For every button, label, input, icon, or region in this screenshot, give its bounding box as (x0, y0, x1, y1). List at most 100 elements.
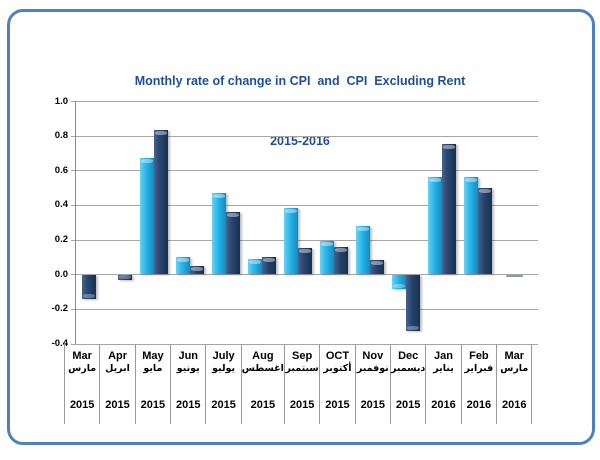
bar-cpi-excluding-rent (442, 144, 457, 275)
month-label-en: OCT (325, 349, 350, 362)
gridline (75, 135, 538, 137)
bar-cpi (320, 241, 335, 275)
y-tick-label: 0.0 (54, 268, 68, 280)
bar-cpi (140, 158, 155, 275)
month-label-ar: أكتوبر (323, 362, 352, 374)
year-label: 2016 (502, 399, 527, 411)
x-category-cell: Mar مارس 2015 (64, 343, 99, 424)
month-label-en: July (212, 349, 235, 362)
month-label-ar: مارس (500, 362, 529, 374)
x-category-cell: July يوليو 2015 (205, 343, 240, 424)
gridline (75, 204, 538, 206)
y-axis-tick (71, 274, 75, 276)
month-label-en: Jun (178, 349, 199, 362)
y-axis-line (75, 101, 76, 344)
y-tick-label: -0.2 (51, 303, 68, 315)
bar-cpi (248, 258, 263, 275)
x-category-cell: Sep سبتمبر 2015 (283, 343, 319, 424)
year-label: 2015 (69, 399, 95, 411)
y-axis-tick (71, 204, 75, 206)
gridline (75, 274, 538, 276)
bar-cpi-excluding-rent (406, 275, 421, 331)
gridline (75, 170, 538, 172)
bar-cpi (464, 177, 479, 275)
bar-cpi-excluding-rent (82, 275, 97, 300)
chart-title-line2: 2015-2016 (270, 134, 330, 148)
month-label-ar: سبتمبر (285, 362, 319, 374)
year-label: 2015 (289, 399, 315, 411)
x-category-cell: OCT أكتوبر 2015 (319, 343, 354, 424)
x-category-cell: Dec ديسمبر 2015 (389, 343, 426, 424)
bar-cpi (284, 208, 299, 275)
x-axis-table: Mar مارس 2015 Apr ابريل 2015 May مايو 2015 Jun يون… (64, 343, 533, 424)
x-category-cell: Jun يونيو 2015 (170, 343, 205, 424)
year-label: 2015 (176, 399, 201, 411)
rounded-border-frame (7, 9, 595, 445)
month-label-ar: ديسمبر (391, 362, 426, 374)
y-tick-label: 0.6 (54, 164, 68, 176)
y-tick-label: 0.4 (54, 199, 68, 211)
chart-title-line1: Monthly rate of change in CPI and CPI Ex… (134, 74, 466, 88)
bar-cpi (356, 225, 371, 275)
y-axis-tick (71, 170, 75, 172)
bar-cpi-excluding-rent (298, 248, 313, 275)
bar-cpi-excluding-rent (262, 256, 277, 275)
year-label: 2015 (395, 399, 421, 411)
gridline (75, 239, 538, 241)
y-axis-tick (71, 135, 75, 137)
month-label-ar: مايو (143, 362, 163, 374)
month-label-ar: ابريل (105, 362, 130, 374)
year-label: 2015 (325, 399, 350, 411)
month-label-ar: مارس (68, 362, 97, 374)
month-label-en: Dec (398, 349, 419, 362)
month-label-en: Mar (504, 349, 525, 362)
y-axis-tick (71, 101, 75, 102)
bar-cpi-excluding-rent (154, 130, 169, 275)
y-tick-label: 1.0 (54, 95, 68, 107)
month-label-en: Aug (252, 349, 274, 362)
year-label: 2016 (466, 399, 492, 411)
y-tick-label: 0.8 (54, 130, 68, 142)
month-label-en: Sep (291, 349, 313, 362)
gridline (75, 343, 538, 345)
month-label-ar: يناير (433, 362, 454, 374)
gridline (75, 308, 538, 310)
year-label: 2015 (105, 399, 130, 411)
bar-cpi (392, 275, 407, 290)
x-category-cell: Apr ابريل 2015 (99, 343, 134, 424)
month-label-en: Apr (108, 349, 128, 362)
month-label-en: Feb (469, 349, 489, 362)
bar-cpi (176, 256, 191, 275)
y-axis-tick (71, 343, 75, 345)
y-axis-tick (71, 239, 75, 241)
bar-cpi-excluding-rent (370, 260, 385, 275)
year-label: 2015 (140, 399, 166, 411)
month-label-ar: يونيو (176, 362, 200, 374)
year-label: 2015 (250, 399, 276, 411)
bar-cpi (212, 192, 227, 275)
zero-value-dash (505, 274, 523, 278)
month-label-en: Jan (434, 349, 453, 362)
y-tick-label: -0.4 (51, 338, 68, 349)
y-axis-tick (71, 308, 75, 310)
x-category-cell: May مايو 2015 (134, 343, 170, 424)
x-category-cell: Jan يناير 2016 (425, 343, 460, 424)
month-label-en: Mar (72, 349, 92, 362)
y-tick-label: 0.2 (54, 234, 68, 246)
month-label-en: May (142, 349, 164, 362)
gridline (75, 101, 538, 102)
chart-title: Monthly rate of change in CPI and CPI Ex… (0, 31, 600, 191)
month-label-ar: اغسطس (241, 362, 284, 374)
month-label-ar: يوليو (212, 362, 236, 374)
month-label-ar: فبراير (464, 362, 494, 374)
x-category-cell: Mar مارس 2016 (496, 343, 533, 424)
bar-cpi-excluding-rent (118, 275, 133, 281)
year-label: 2015 (360, 399, 386, 411)
x-category-cell: Nov نوفمبر 2015 (354, 343, 390, 424)
bar-cpi-excluding-rent (478, 187, 493, 275)
month-label-en: Nov (362, 349, 384, 362)
bar-cpi (428, 177, 443, 275)
bar-cpi-excluding-rent (226, 211, 241, 275)
month-label-ar: نوفمبر (356, 362, 389, 374)
